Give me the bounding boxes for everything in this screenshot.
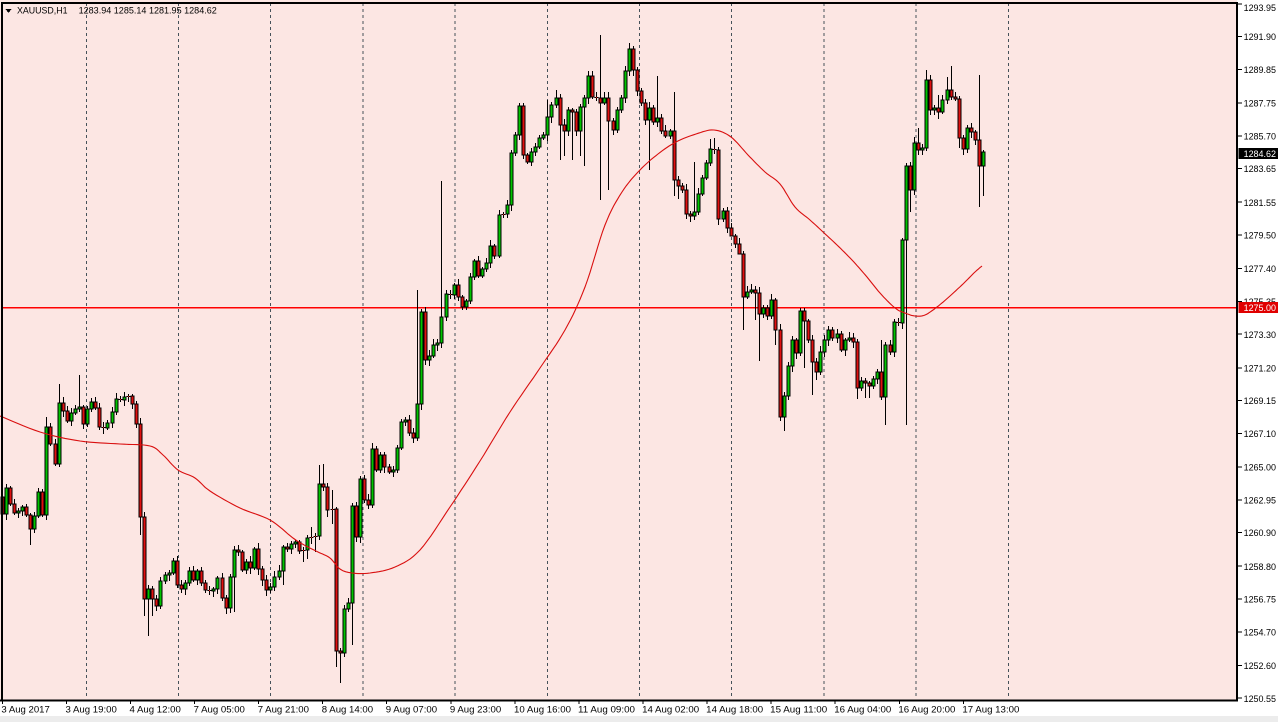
svg-text:14 Aug 02:00: 14 Aug 02:00 — [642, 705, 699, 716]
svg-text:7 Aug 21:00: 7 Aug 21:00 — [258, 705, 309, 716]
svg-text:1250.55: 1250.55 — [1244, 694, 1276, 705]
svg-text:1277.40: 1277.40 — [1244, 264, 1276, 275]
svg-text:1287.75: 1287.75 — [1244, 99, 1276, 110]
svg-text:16 Aug 20:00: 16 Aug 20:00 — [898, 705, 955, 716]
svg-text:1271.20: 1271.20 — [1244, 363, 1276, 374]
svg-text:1269.15: 1269.15 — [1244, 396, 1276, 407]
svg-text:1275.00: 1275.00 — [1244, 303, 1276, 314]
svg-text:3 Aug 2017: 3 Aug 2017 — [1, 705, 49, 716]
svg-text:1252.60: 1252.60 — [1244, 661, 1276, 672]
svg-text:3 Aug 19:00: 3 Aug 19:00 — [66, 705, 117, 716]
svg-text:1293.95: 1293.95 — [1244, 3, 1276, 14]
svg-text:1256.75: 1256.75 — [1244, 595, 1276, 606]
svg-text:1267.10: 1267.10 — [1244, 429, 1276, 440]
svg-text:10 Aug 16:00: 10 Aug 16:00 — [514, 705, 571, 716]
svg-text:11 Aug 09:00: 11 Aug 09:00 — [578, 705, 635, 716]
svg-text:1289.85: 1289.85 — [1244, 65, 1276, 76]
svg-text:9 Aug 23:00: 9 Aug 23:00 — [450, 705, 501, 716]
svg-text:1285.70: 1285.70 — [1244, 131, 1276, 142]
svg-text:9 Aug 07:00: 9 Aug 07:00 — [386, 705, 437, 716]
svg-text:1281.55: 1281.55 — [1244, 198, 1276, 209]
svg-text:1265.00: 1265.00 — [1244, 463, 1276, 474]
svg-text:16 Aug 04:00: 16 Aug 04:00 — [834, 705, 891, 716]
svg-text:XAUUSD,H1: XAUUSD,H1 — [17, 6, 68, 17]
svg-text:1262.95: 1262.95 — [1244, 495, 1276, 506]
svg-text:8 Aug 14:00: 8 Aug 14:00 — [322, 705, 373, 716]
svg-text:14 Aug 18:00: 14 Aug 18:00 — [706, 705, 763, 716]
svg-text:1284.62: 1284.62 — [1244, 149, 1276, 160]
svg-text:1279.50: 1279.50 — [1244, 231, 1276, 242]
svg-text:1291.90: 1291.90 — [1244, 32, 1276, 43]
svg-text:1260.90: 1260.90 — [1244, 528, 1276, 539]
svg-text:1283.94 1285.14 1281.95 1284.6: 1283.94 1285.14 1281.95 1284.62 — [79, 6, 217, 17]
svg-text:1273.30: 1273.30 — [1244, 330, 1276, 341]
svg-text:4 Aug 12:00: 4 Aug 12:00 — [130, 705, 181, 716]
svg-text:7 Aug 05:00: 7 Aug 05:00 — [194, 705, 245, 716]
svg-text:17 Aug 13:00: 17 Aug 13:00 — [962, 705, 1019, 716]
svg-text:15 Aug 11:00: 15 Aug 11:00 — [770, 705, 827, 716]
svg-text:1254.70: 1254.70 — [1244, 627, 1276, 638]
svg-text:1258.80: 1258.80 — [1244, 562, 1276, 573]
svg-text:1283.65: 1283.65 — [1244, 164, 1276, 175]
